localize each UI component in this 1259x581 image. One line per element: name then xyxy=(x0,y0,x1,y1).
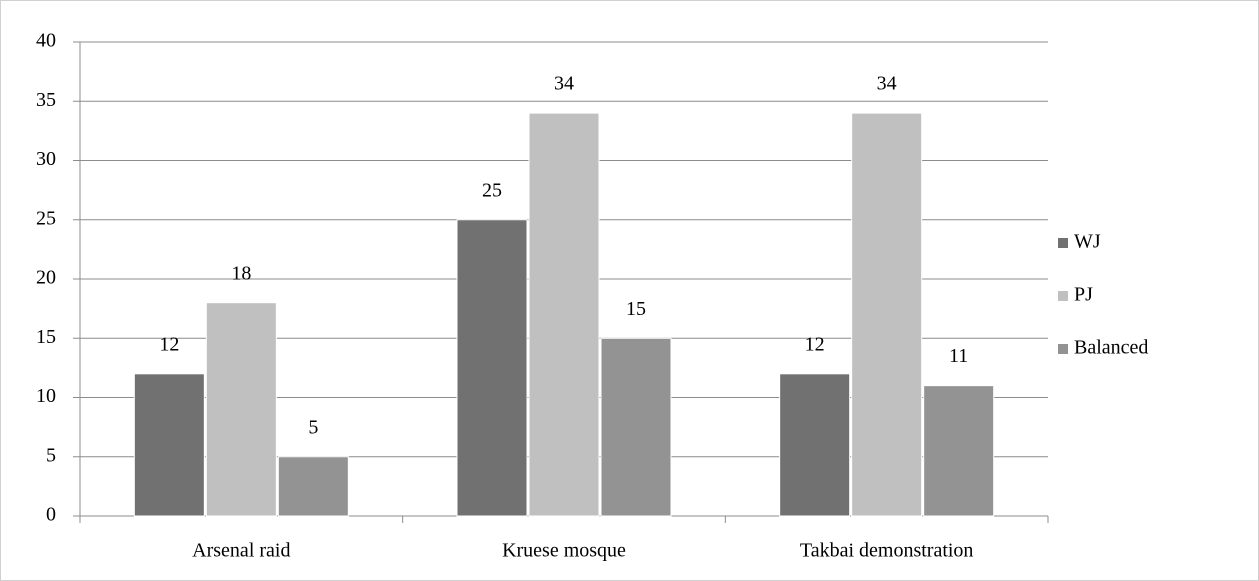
y-tick-label: 25 xyxy=(36,207,56,229)
legend-swatch xyxy=(1058,238,1068,248)
bar xyxy=(277,456,349,517)
data-label: 18 xyxy=(231,262,251,284)
data-label: 5 xyxy=(308,416,318,438)
legend-label: PJ xyxy=(1074,284,1093,306)
y-tick-label: 0 xyxy=(46,504,56,526)
data-label: 12 xyxy=(805,333,825,355)
bar xyxy=(456,219,528,517)
y-tick-label: 5 xyxy=(46,444,56,466)
x-tick-label: Kruese mosque xyxy=(502,540,626,562)
bar xyxy=(923,385,995,517)
data-label: 11 xyxy=(949,345,968,367)
data-label: 15 xyxy=(626,298,646,320)
y-tick-label: 15 xyxy=(36,326,56,348)
bar xyxy=(528,112,600,517)
bar xyxy=(851,112,923,517)
y-tick-label: 40 xyxy=(36,30,56,52)
bar xyxy=(779,373,851,517)
legend-swatch xyxy=(1058,291,1068,301)
bar xyxy=(133,373,205,517)
y-tick-label: 10 xyxy=(36,385,56,407)
legend-label: Balanced xyxy=(1074,337,1148,359)
y-tick-label: 30 xyxy=(36,148,56,170)
y-tick-label: 20 xyxy=(36,267,56,289)
data-label: 25 xyxy=(482,179,502,201)
x-tick-label: Arsenal raid xyxy=(192,540,290,562)
x-tick-label: Takbai demonstration xyxy=(800,540,974,562)
bar xyxy=(205,302,277,517)
legend-label: WJ xyxy=(1074,231,1101,253)
data-label: 34 xyxy=(877,73,897,95)
data-label: 12 xyxy=(159,333,179,355)
y-tick-label: 35 xyxy=(36,89,56,111)
bar xyxy=(600,337,672,517)
data-label: 34 xyxy=(554,73,574,95)
legend-swatch xyxy=(1058,344,1068,354)
